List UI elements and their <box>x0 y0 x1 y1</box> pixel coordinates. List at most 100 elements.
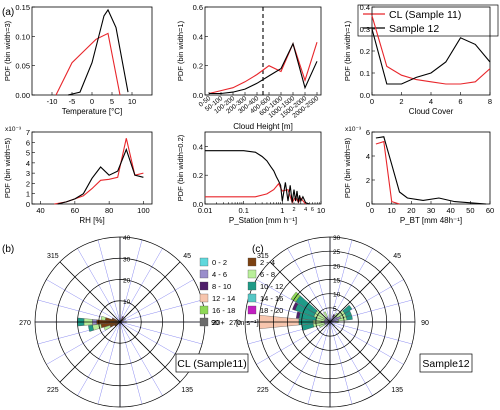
legend-label-16-18: 16 - 18 <box>212 306 235 315</box>
x-axis-label: P_Station [mm h⁻¹] <box>229 216 297 225</box>
x-minor-tick-label: 2 <box>292 207 295 213</box>
ring-label: 20 <box>123 278 131 285</box>
x-tick-label: -10 <box>47 97 58 106</box>
y-tick-label: 0.00 <box>15 91 30 100</box>
y-axis-label: PDF (bin width=5) <box>3 137 12 198</box>
legend-swatch-0-2 <box>199 257 209 267</box>
rose-label: CL (Sample11) <box>177 358 246 370</box>
y-tick-label: 0.0 <box>360 91 370 100</box>
legend-title: [m s⁻¹] <box>236 318 259 327</box>
x-tick-label: 10 <box>128 97 136 106</box>
x-minor-tick-label: 4 <box>304 207 307 213</box>
rose-wedge-2-4 <box>111 317 121 323</box>
plot-frame <box>204 131 322 205</box>
x-axis-label: P_BT [mm 48h⁻¹] <box>400 216 462 225</box>
rose-wedge-10-12 <box>342 304 353 314</box>
direction-label: 90 <box>421 320 429 327</box>
y-exponent-label: x10⁻³ <box>5 126 22 133</box>
chart-temperature: 0.00 0.05 0.10 0.15 -10 -5 0 5 10 Temperature [°C… <box>3 3 153 116</box>
legend-swatch-20 <box>199 317 209 327</box>
y-tick-label: 0.2 <box>360 47 370 56</box>
legend-label-8-10: 8 - 10 <box>212 282 231 291</box>
rose-wedge-8-10 <box>292 302 299 311</box>
legend-label-18-20: 18 - 20 <box>260 306 283 315</box>
x-axis-label: Cloud Cover <box>409 107 454 116</box>
y-axis-label: PDF (bin width=8) <box>343 137 352 198</box>
direction-axis <box>329 321 391 383</box>
x-tick-label: 60 <box>486 206 494 215</box>
direction-axis <box>119 261 181 323</box>
y-tick-label: 7 <box>26 128 30 137</box>
series-line-sample-12 <box>371 28 491 85</box>
series-line-sample-12 <box>67 8 129 96</box>
x-tick-label: 2 <box>399 97 403 106</box>
y-tick-label: 0.4 <box>360 3 370 12</box>
y-tick-label: 0.3 <box>360 25 370 34</box>
legend-swatch-12-14 <box>199 293 209 303</box>
rose-label-box <box>175 353 249 373</box>
panel-label-c: (c) <box>252 244 264 255</box>
x-tick-label: 0 <box>90 97 94 106</box>
x-tick-label: 20 <box>407 206 415 215</box>
x-tick-label: 1 <box>280 206 284 215</box>
ring-label: 10 <box>123 299 131 306</box>
legend-swatch-2-4 <box>247 257 257 267</box>
x-tick-label: 30 <box>427 206 435 215</box>
legend-label-10-12: 10 - 12 <box>260 282 283 291</box>
legend-label-20: 20+ <box>212 318 225 327</box>
y-tick-label: 0.4 <box>193 32 203 41</box>
y-tick-label: 0.1 <box>360 69 370 78</box>
x-tick-label: 8 <box>488 97 492 106</box>
y-tick-label: 0.0 <box>193 91 203 100</box>
legend-label-2-4: 2 - 4 <box>260 258 275 267</box>
x-tick-label: 50 <box>466 206 474 215</box>
series-line-cl-sample-11 <box>54 138 144 205</box>
series-line-cl-sample-11 <box>208 42 318 95</box>
legend-label-12-14: 12 - 14 <box>212 294 235 303</box>
y-tick-label: 2 <box>366 176 370 185</box>
y-tick-label: 6 <box>26 138 30 147</box>
legend-swatch-4-6 <box>199 269 209 279</box>
direction-axis <box>59 321 121 383</box>
x-tick-label: 0.1 <box>238 206 248 215</box>
y-tick-label: 0.10 <box>15 32 30 41</box>
direction-label: 270 <box>19 320 31 327</box>
direction-label: 135 <box>391 387 403 394</box>
direction-label: 225 <box>257 387 269 394</box>
direction-axis <box>59 261 121 323</box>
series-line-cl-sample-11 <box>55 32 121 96</box>
plot-frame <box>31 131 153 205</box>
x-tick-label: 40 <box>446 206 454 215</box>
x-tick-label: 0 <box>370 97 374 106</box>
x-tick-label: 40 <box>36 206 44 215</box>
y-exponent-label: x10⁻³ <box>345 126 362 133</box>
y-axis-label: PDF (bin width=0.2) <box>176 134 185 201</box>
speed-legend: 0 - 2 2 - 4 4 - 6 6 - 8 8 - 10 10 - 12 12 - 14… <box>199 257 283 327</box>
rose-wedge-6-8 <box>103 325 111 331</box>
series-line-sample-12 <box>209 42 318 95</box>
ring-label: 10 <box>333 292 341 299</box>
panel-label-b: (b) <box>2 244 14 255</box>
y-tick-label: 4 <box>26 159 30 168</box>
legend-swatch-10-12 <box>247 281 257 291</box>
y-tick-label: 6 <box>366 128 370 137</box>
direction-label: 135 <box>181 387 193 394</box>
y-tick-label: 0.4 <box>193 142 203 151</box>
rose-label: Sample12 <box>422 358 469 370</box>
y-tick-label: 5 <box>26 149 30 158</box>
x-tick-label: 6 <box>458 97 462 106</box>
rose-wedge-10-12 <box>344 310 352 317</box>
rose-label-box <box>419 353 473 373</box>
rose-wedge-10-12 <box>346 314 353 321</box>
ring-label: 40 <box>123 235 131 242</box>
direction-label: 45 <box>183 253 191 260</box>
rose-wedge-8-10 <box>332 314 336 318</box>
chart-windrose-s12: 510152025304590135180225270315Sample12 <box>229 235 473 408</box>
legend-swatch-14-16 <box>247 293 257 303</box>
chart-cloud-height: 0.00.20.40.60-5050-100100-200200-300300-… <box>176 3 322 131</box>
ring-label: 5 <box>333 306 337 313</box>
chart-cloud-cover: 0.0 0.1 0.2 0.3 0.4 0 2 4 6 8 Cloud Cover PDF (bin … <box>343 3 492 116</box>
x-tick-label: 5 <box>110 97 114 106</box>
x-tick-label: -5 <box>69 97 76 106</box>
